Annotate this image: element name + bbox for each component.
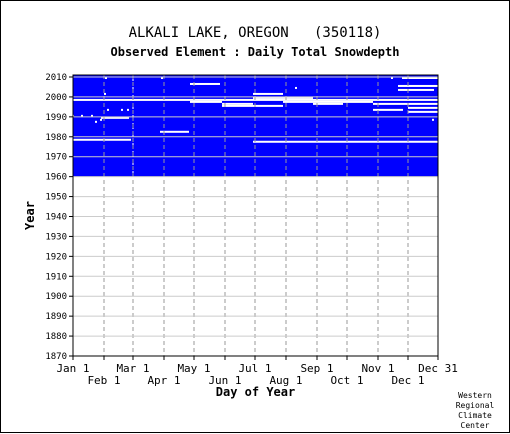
x-tick-label: Mar 1 [116,362,149,375]
missing-point [95,120,97,123]
missing-gap [190,100,222,103]
x-tick-label: May 1 [177,362,210,375]
x-tick-label: Jun 1 [208,374,241,387]
missing-gap [283,100,313,103]
missing-point [100,118,102,121]
missing-point [161,76,163,79]
y-tick-label: 1920 [45,252,67,262]
x-tick-label: Sep 1 [300,362,333,375]
missing-gap [373,102,438,105]
x-tick-label: Apr 1 [147,374,180,387]
missing-point [81,114,83,117]
missing-gap [408,106,438,109]
chart-title: ALKALI LAKE, OREGON (350118) [128,25,382,41]
credit-label: Western Regional Climate Center [455,391,495,430]
missing-gap [283,96,313,99]
y-tick-label: 1930 [45,232,67,242]
y-tick-label: 1980 [45,133,67,143]
missing-gap [313,100,343,103]
y-tick-label: 1950 [45,193,67,203]
missing-gap [253,96,283,99]
x-tick-label: Aug 1 [269,374,302,387]
y-tick-label: 2010 [45,73,67,83]
chart-subtitle: Observed Element : Daily Total Snowdepth [110,45,400,59]
x-tick-label: Oct 1 [330,374,363,387]
missing-point [121,108,123,111]
missing-point [107,108,109,111]
missing-gap [373,108,403,111]
missing-point [105,76,107,79]
missing-point [432,118,434,121]
y-tick-label: 1970 [45,153,67,163]
y-tick-label: 2000 [45,93,67,103]
missing-gap [253,140,438,143]
missing-gap [408,110,438,113]
missing-point [127,108,129,111]
y-tick-label: 1990 [45,113,67,123]
x-tick-label: Feb 1 [87,374,120,387]
missing-point [391,76,393,79]
missing-gap [190,82,220,85]
missing-gap [343,100,373,103]
x-tick-label: Jul 1 [238,362,271,375]
y-tick-label: 1960 [45,173,67,183]
missing-gap [253,92,283,95]
y-tick-label: 1900 [45,292,67,302]
missing-gap [398,84,438,87]
missing-gap [402,76,438,79]
x-tick-label: Dec 1 [391,374,424,387]
missing-gap [73,138,131,141]
missing-gap [101,116,129,119]
missing-gap [222,102,253,105]
missing-gap [313,102,343,105]
missing-gap [398,88,434,91]
y-tick-label: 1910 [45,272,67,282]
y-axis-label: Year [23,201,37,230]
y-tick-label: 1870 [45,352,67,362]
x-tick-label: Jan 1 [56,362,89,375]
x-tick-label: Nov 1 [361,362,394,375]
missing-point [295,86,297,89]
y-tick-label: 1890 [45,312,67,322]
x-axis-label: Day of Year [216,385,295,399]
y-tick-label: 1880 [45,332,67,342]
x-tick-label: Dec 31 [418,362,458,375]
missing-gap [222,104,253,107]
missing-point [91,114,93,117]
y-tick-label: 1940 [45,212,67,222]
missing-gap [160,130,189,133]
missing-point [104,92,106,95]
missing-gap [253,104,283,107]
